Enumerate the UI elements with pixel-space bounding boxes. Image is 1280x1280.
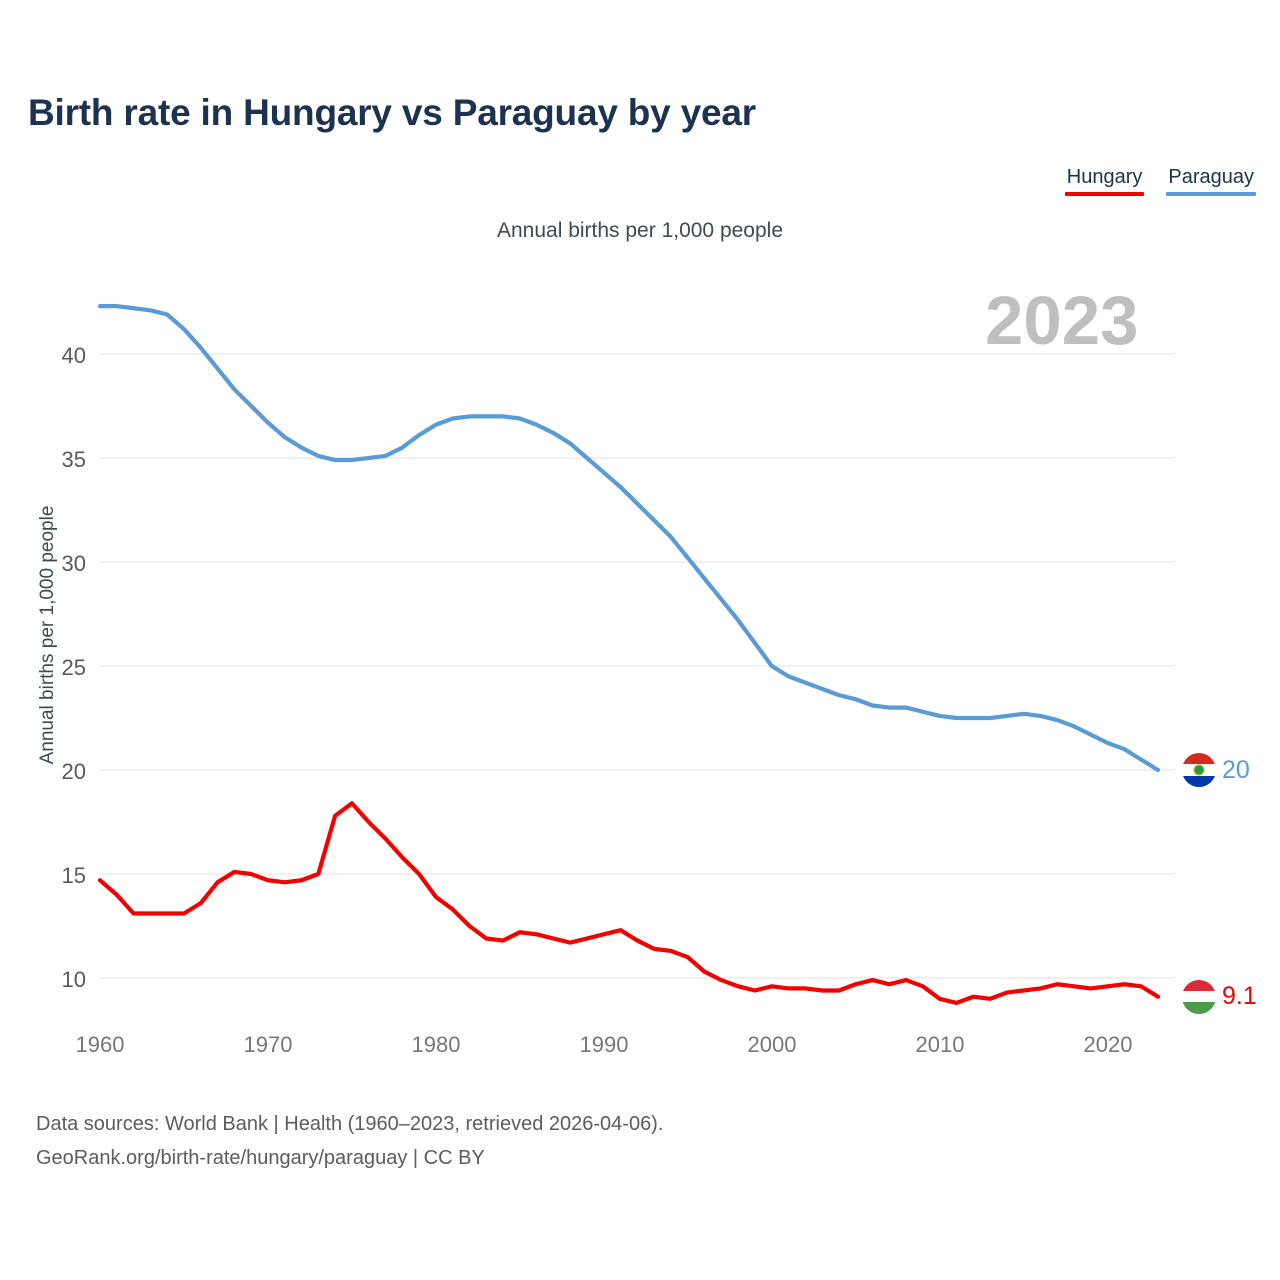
watermark-year: 2023	[985, 282, 1139, 359]
series-line-paraguay[interactable]	[97, 304, 1161, 773]
footer: Data sources: World Bank | Health (1960–…	[36, 1107, 663, 1175]
y-tick-30: 30	[61, 551, 86, 576]
y-tick-35: 35	[61, 447, 86, 472]
x-tick-2020: 2020	[1083, 1032, 1133, 1057]
y-tick-15: 15	[61, 863, 86, 888]
legend-label-hungary: Hungary	[1066, 166, 1143, 188]
paraguay-flag-icon	[1182, 753, 1216, 787]
hungary-flag-icon	[1182, 979, 1216, 1014]
x-tick-1990: 1990	[579, 1032, 629, 1057]
x-tick-2010: 2010	[915, 1032, 965, 1057]
series-line-hungary[interactable]	[97, 801, 1161, 1006]
footer-line-2: GeoRank.org/birth-rate/hungary/paraguay …	[36, 1147, 485, 1169]
y-tick-10: 10	[61, 967, 86, 992]
y-tick-25: 25	[61, 655, 86, 680]
y-tick-40: 40	[61, 343, 86, 368]
footer-line-1: Data sources: World Bank | Health (1960–…	[36, 1113, 664, 1135]
y-tick-20: 20	[61, 759, 86, 784]
legend-swatch-paraguay	[1166, 192, 1256, 196]
page-title: Birth rate in Hungary vs Paraguay by yea…	[28, 92, 756, 133]
legend-label-paraguay: Paraguay	[1168, 166, 1254, 188]
paraguay-emblem-icon	[1193, 764, 1205, 776]
x-tick-1960: 1960	[75, 1032, 125, 1057]
chart-subtitle: Annual births per 1,000 people	[496, 219, 784, 242]
end-value-paraguay: 20	[1222, 755, 1250, 784]
legend-item-paraguay[interactable]: Paraguay	[1166, 166, 1256, 196]
end-label-paraguay[interactable]: 20	[1182, 753, 1250, 787]
legend: Hungary Paraguay	[1064, 166, 1256, 196]
end-value-hungary: 9.1	[1222, 982, 1257, 1011]
end-label-hungary[interactable]: 9.1	[1182, 979, 1257, 1014]
legend-item-hungary[interactable]: Hungary	[1064, 166, 1145, 196]
x-tick-1970: 1970	[243, 1032, 293, 1057]
x-tick-1980: 1980	[411, 1032, 461, 1057]
gridlines	[100, 353, 1175, 979]
legend-swatch-hungary	[1064, 192, 1145, 196]
x-tick-2000: 2000	[747, 1032, 797, 1057]
